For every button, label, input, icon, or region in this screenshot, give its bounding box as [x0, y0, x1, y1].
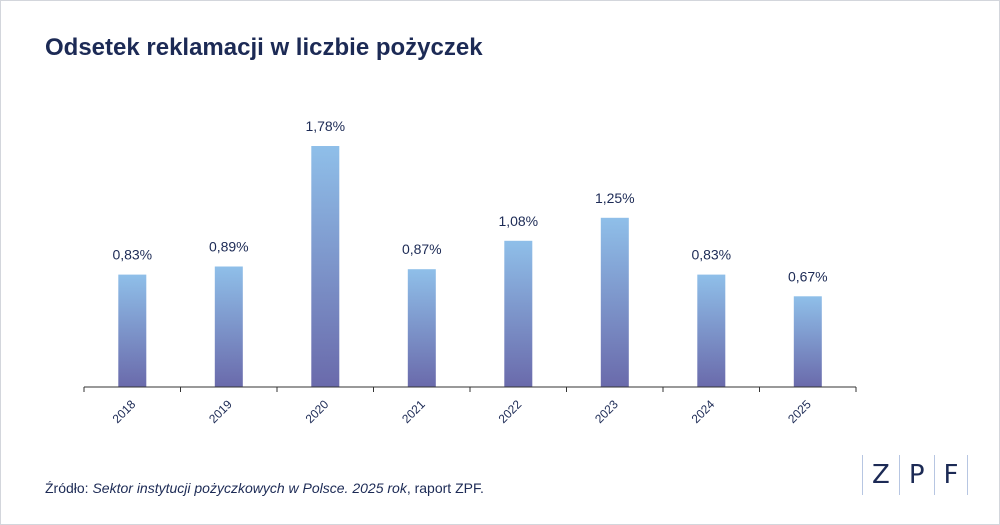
- x-tick-label-2018: 2018: [110, 397, 139, 426]
- x-tick-label-2025: 2025: [785, 397, 814, 426]
- source-suffix: , raport ZPF.: [406, 480, 484, 496]
- logo-divider: [933, 455, 935, 495]
- data-label-2018: 0,83%: [112, 247, 152, 263]
- data-label-2020: 1,78%: [305, 118, 345, 134]
- data-label-2025: 0,67%: [788, 268, 828, 284]
- data-label-2021: 0,87%: [402, 241, 442, 257]
- x-tick-label-2024: 2024: [689, 397, 718, 426]
- x-tick-label-2021: 2021: [399, 397, 428, 426]
- x-tick-label-2022: 2022: [496, 397, 525, 426]
- logo-letter-p: P: [908, 460, 925, 490]
- source-title: Sektor instytucji pożyczkowych w Polsce.…: [92, 480, 407, 496]
- bar-2024: [697, 274, 726, 387]
- data-label-2024: 0,83%: [691, 247, 731, 263]
- data-label-2019: 0,89%: [209, 239, 249, 255]
- bar-2018: [118, 274, 147, 387]
- bar-2020: [311, 146, 340, 387]
- bar-2025: [793, 296, 822, 387]
- bar-2023: [600, 217, 629, 387]
- data-label-2023: 1,25%: [595, 190, 635, 206]
- logo-divider: [898, 455, 900, 495]
- bar-2022: [504, 240, 533, 387]
- x-tick-label-2023: 2023: [592, 397, 621, 426]
- bars-group: 0,83% 0,89% 1,78% 0,87% 1,08% 1,25% 0,83% 0,67%: [112, 118, 828, 387]
- x-axis: 2018 2019 2020 2021 2022 2023 2024 2025: [83, 386, 857, 426]
- logo-letter-f: F: [943, 460, 959, 490]
- source-note: Źródło: Sektor instytucji pożyczkowych w…: [45, 480, 484, 496]
- data-label-2022: 1,08%: [498, 213, 538, 229]
- chart-title: Odsetek reklamacji w liczbie pożyczek: [45, 34, 483, 61]
- x-tick-label-2019: 2019: [206, 397, 235, 426]
- bar-2019: [214, 266, 243, 387]
- x-tick-label-2020: 2020: [303, 397, 332, 426]
- zpf-logo: Z P F: [862, 455, 969, 495]
- logo-divider: [967, 455, 969, 495]
- logo-letter-z: Z: [872, 460, 890, 490]
- logo-divider: [862, 455, 863, 495]
- source-prefix: Źródło:: [45, 480, 93, 496]
- bar-2021: [407, 269, 436, 387]
